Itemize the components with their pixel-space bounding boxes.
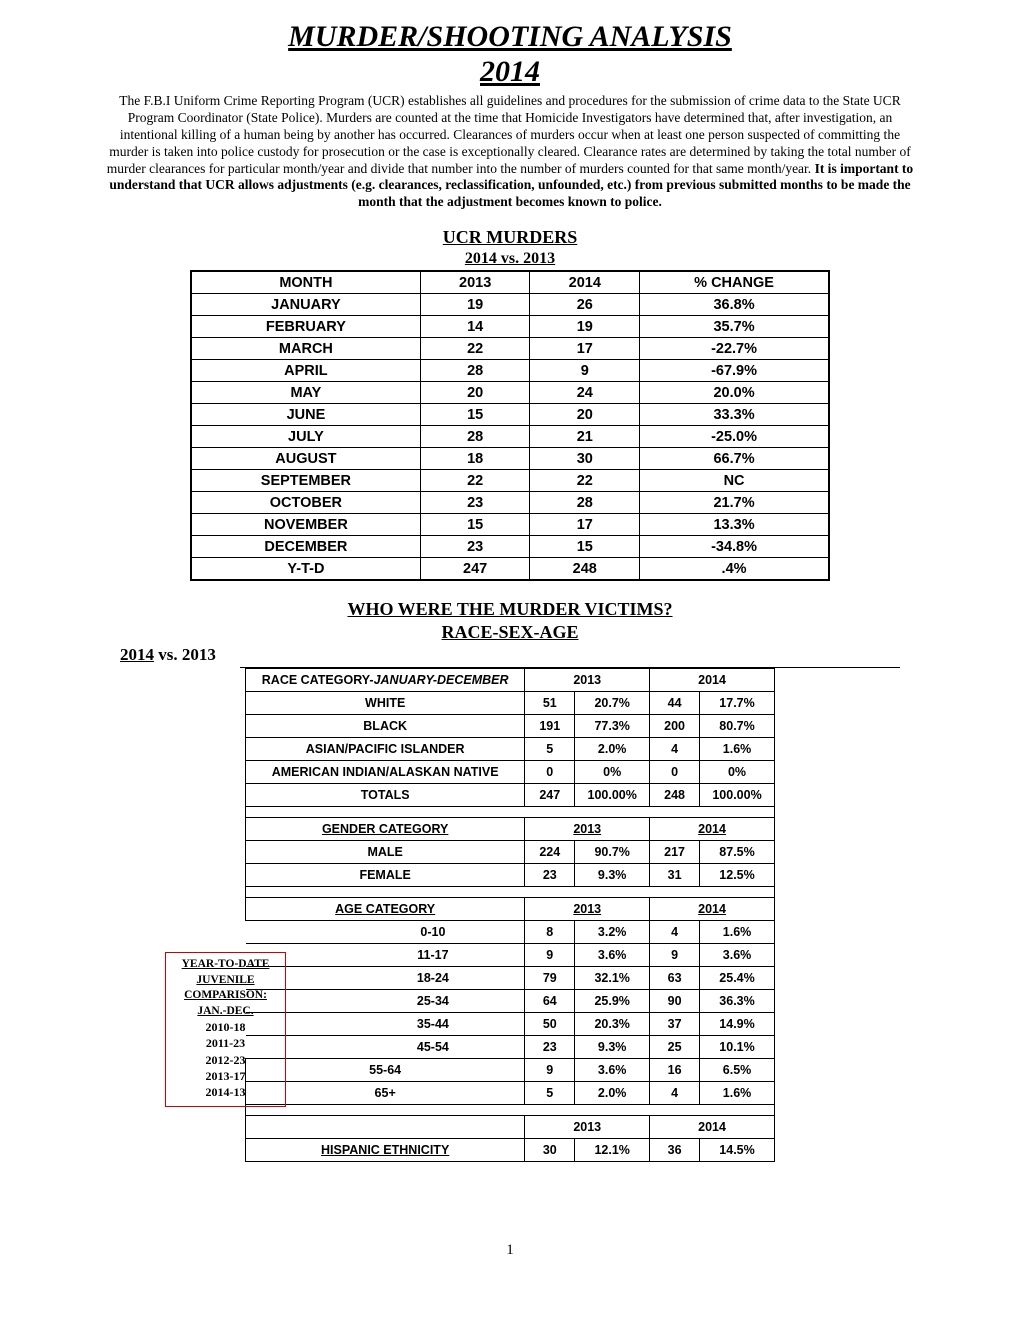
hispanic-row: HISPANIC ETHNICITY 30 12.1% 36 14.5% [246, 1139, 775, 1162]
table-row: BLACK19177.3%20080.7% [246, 715, 775, 738]
age-header-row: AGE CATEGORY 2013 2014 [246, 898, 775, 921]
victims-heading-1: WHO WERE THE MURDER VICTIMS? [100, 599, 920, 620]
table-row: TOTALS247100.00%248100.00% [246, 784, 775, 807]
ucr-heading: UCR MURDERS [100, 227, 920, 248]
table-row: JUNE152033.3% [191, 404, 829, 426]
intro-paragraph: The F.B.I Uniform Crime Reporting Progra… [100, 93, 920, 211]
race-header-row: RACE CATEGORY-JANUARY-DECEMBER 2013 2014 [246, 669, 775, 692]
table-row: NOVEMBER151713.3% [191, 514, 829, 536]
page-number: 1 [100, 1242, 920, 1259]
table-row: 11-1793.6%93.6% [246, 944, 775, 967]
table-row: DECEMBER2315-34.8% [191, 536, 829, 558]
table-row: ASIAN/PACIFIC ISLANDER52.0%41.6% [246, 738, 775, 761]
table-row: 25-346425.9%9036.3% [246, 990, 775, 1013]
race-category-header: RACE CATEGORY-JANUARY-DECEMBER [246, 669, 525, 692]
table-row: 35-445020.3%3714.9% [246, 1013, 775, 1036]
page-title-line2: 2014 [100, 55, 920, 90]
intro-text: The F.B.I Uniform Crime Reporting Progra… [107, 93, 911, 176]
table-row: WHITE5120.7%4417.7% [246, 692, 775, 715]
table-row: FEBRUARY141935.7% [191, 316, 829, 338]
spacer-row [246, 807, 775, 818]
page-title-line1: MURDER/SHOOTING ANALYSIS [100, 20, 920, 55]
ucr-col-change: % CHANGE [640, 271, 829, 294]
table-row: 0-1083.2%41.6% [246, 921, 775, 944]
table-row: AMERICAN INDIAN/ALASKAN NATIVE00%00% [246, 761, 775, 784]
table-row: MARCH2217-22.7% [191, 338, 829, 360]
gender-header-row: GENDER CATEGORY 2013 2014 [246, 818, 775, 841]
table-row: OCTOBER232821.7% [191, 492, 829, 514]
victims-heading-2: RACE-SEX-AGE [100, 622, 920, 643]
table-row: 55-6493.6%166.5% [246, 1059, 775, 1082]
hispanic-year-row: 2013 2014 [246, 1116, 775, 1139]
ucr-subheading: 2014 vs. 2013 [100, 250, 920, 268]
table-row: AUGUST183066.7% [191, 448, 829, 470]
table-row: 45-54239.3%2510.1% [246, 1036, 775, 1059]
table-row: FEMALE239.3%3112.5% [246, 864, 775, 887]
table-row: MAY202420.0% [191, 382, 829, 404]
table-row: 18-247932.1%6325.4% [246, 967, 775, 990]
table-row: MALE22490.7%21787.5% [246, 841, 775, 864]
juvenile-comparison-box: YEAR-TO-DATE JUVENILE COMPARISON: JAN.-D… [165, 952, 286, 1107]
victims-table: RACE CATEGORY-JANUARY-DECEMBER 2013 2014… [245, 668, 775, 1162]
table-row: Y-T-D247248.4% [191, 558, 829, 581]
table-row: JULY2821-25.0% [191, 426, 829, 448]
table-row: APRIL289-67.9% [191, 360, 829, 382]
table-row: SEPTEMBER2222NC [191, 470, 829, 492]
ucr-col-month: MONTH [191, 271, 420, 294]
table-row: 65+52.0%41.6% [246, 1082, 775, 1105]
spacer-row [246, 887, 775, 898]
ucr-table: MONTH 2013 2014 % CHANGE JANUARY192636.8… [190, 270, 830, 581]
table-row: JANUARY192636.8% [191, 294, 829, 316]
spacer-row [246, 1105, 775, 1116]
victims-compare-label: 2014 vs. 2013 [120, 645, 920, 665]
ucr-col-y2: 2014 [530, 271, 640, 294]
ucr-col-y1: 2013 [420, 271, 530, 294]
ucr-header-row: MONTH 2013 2014 % CHANGE [191, 271, 829, 294]
